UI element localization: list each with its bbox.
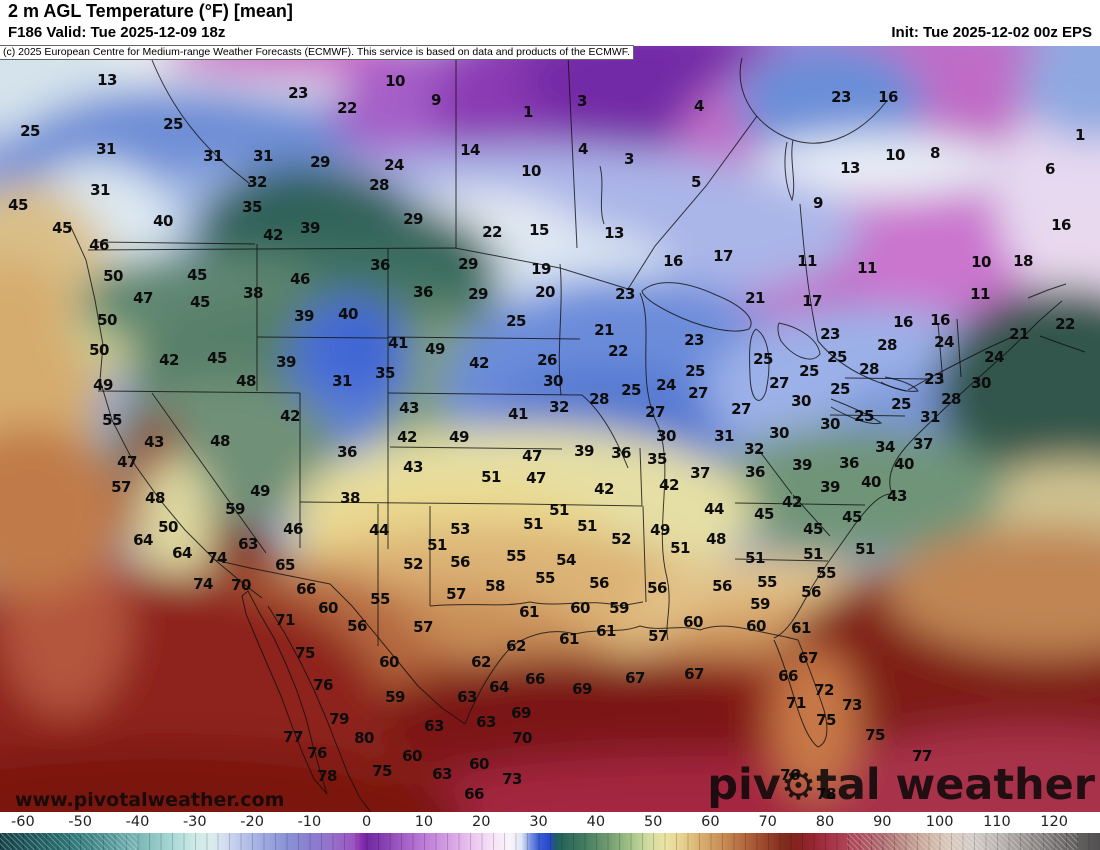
- brand-text-pre: piv: [707, 760, 781, 810]
- header: 2 m AGL Temperature (°F) [mean] F186 Val…: [0, 0, 1100, 46]
- colorbar-tick: -20: [240, 814, 264, 830]
- colorbar-tick: -50: [68, 814, 93, 830]
- gear-icon: ⚙: [780, 763, 817, 809]
- weather-map-canvas: [0, 46, 1100, 812]
- colorbar-hatch-right: [847, 833, 1078, 850]
- temperature-field-svg: [0, 46, 1100, 812]
- page-title: 2 m AGL Temperature (°F) [mean]: [8, 1, 293, 21]
- colorbar-tick: 80: [815, 814, 835, 830]
- colorbar-hatch-left: [0, 833, 138, 850]
- colorbar-tick: -60: [11, 814, 35, 830]
- colorbar-tick: 0: [362, 814, 372, 830]
- colorbar-tick: -40: [125, 814, 150, 830]
- colorbar-tick: -30: [182, 814, 207, 830]
- colorbar: -60 -50 -40 -30 -20 -10 0 10 20 30 40 50 60 70 80 90 100…: [0, 812, 1100, 850]
- copyright-notice: (c) 2025 European Centre for Medium-rang…: [0, 45, 634, 60]
- colorbar-tick: 120: [1040, 814, 1068, 830]
- colorbar-tick: 40: [586, 814, 606, 830]
- colorbar-segment-lines: [0, 833, 1100, 850]
- brand-text-post: tal weather: [816, 760, 1095, 810]
- pivotal-weather-watermark: piv⚙tal weather: [707, 760, 1095, 810]
- colorbar-tick: 30: [529, 814, 548, 830]
- colorbar-gradient: [0, 833, 1100, 850]
- colorbar-tick: 20: [472, 814, 491, 830]
- colorbar-tick: 90: [873, 814, 892, 830]
- colorbar-tick: 10: [414, 814, 434, 830]
- valid-time-label: F186 Valid: Tue 2025-12-09 18z: [8, 24, 226, 41]
- colorbar-tick: 100: [925, 814, 954, 830]
- colorbar-tick: 50: [643, 814, 663, 830]
- colorbar-tick: 60: [701, 814, 720, 830]
- political-borders: [69, 54, 1086, 812]
- colorbar-tick: -10: [297, 814, 322, 830]
- colorbar-tick-labels: -60 -50 -40 -30 -20 -10 0 10 20 30 40 50 60 70 80 90 100…: [0, 814, 1100, 831]
- init-time-label: Init: Tue 2025-12-02 00z EPS: [891, 24, 1092, 41]
- colorbar-tick: 110: [983, 814, 1011, 830]
- colorbar-tick: 70: [758, 814, 777, 830]
- site-url-watermark: www.pivotalweather.com: [15, 789, 285, 811]
- temperature-shading: [0, 46, 1100, 812]
